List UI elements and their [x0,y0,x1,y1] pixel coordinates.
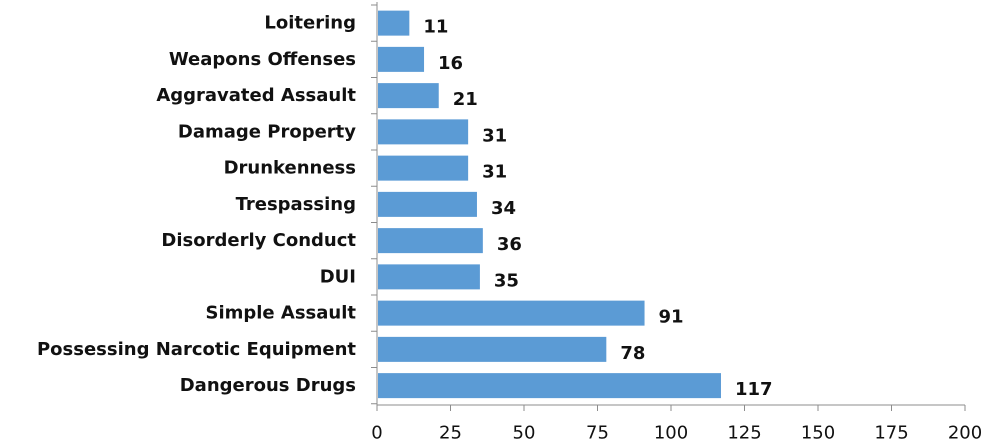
bar [378,264,480,290]
x-tick-label: 0 [371,423,382,444]
bar [378,10,410,36]
data-label: 91 [659,307,684,328]
bar [378,336,607,362]
x-tick-label: 50 [513,423,536,444]
category-label: Drunkenness [224,158,356,179]
data-label: 16 [438,53,463,74]
x-axis-ticks: 0 25 50 75 100 125 150 175 200 [371,405,982,444]
category-label: Damage Property [178,121,356,142]
bar [378,119,469,145]
category-label: Disorderly Conduct [161,230,356,251]
data-label: 36 [497,234,522,255]
category-label: Trespassing [236,194,356,215]
data-label: 35 [494,270,519,291]
bar [378,155,469,181]
category-label: Loitering [264,13,356,34]
bar [378,300,645,326]
bar [378,191,477,217]
category-label: Weapons Offenses [169,49,356,70]
category-label: Simple Assault [205,303,356,324]
data-label: 31 [482,162,507,183]
bar [378,46,425,72]
x-tick-label: 200 [948,423,982,444]
category-label: Aggravated Assault [156,85,356,106]
x-tick-label: 175 [874,423,908,444]
data-label: 34 [491,198,516,219]
category-label: DUI [320,266,356,287]
data-label: 11 [423,17,448,38]
bars-group [378,10,721,399]
bar [378,83,439,109]
data-label: 117 [735,379,773,400]
x-tick-label: 150 [801,423,835,444]
category-label: Dangerous Drugs [180,375,356,396]
data-label: 31 [482,125,507,146]
x-tick-label: 25 [439,423,462,444]
x-tick-label: 100 [654,423,688,444]
x-tick-label: 125 [727,423,761,444]
category-label: Possessing Narcotic Equipment [37,339,356,360]
data-label: 78 [620,343,645,364]
data-label: 21 [453,89,478,110]
bar [378,373,721,399]
x-tick-label: 75 [586,423,609,444]
bar [378,228,483,254]
category-labels: Loitering Weapons Offenses Aggravated Assa… [37,13,356,397]
